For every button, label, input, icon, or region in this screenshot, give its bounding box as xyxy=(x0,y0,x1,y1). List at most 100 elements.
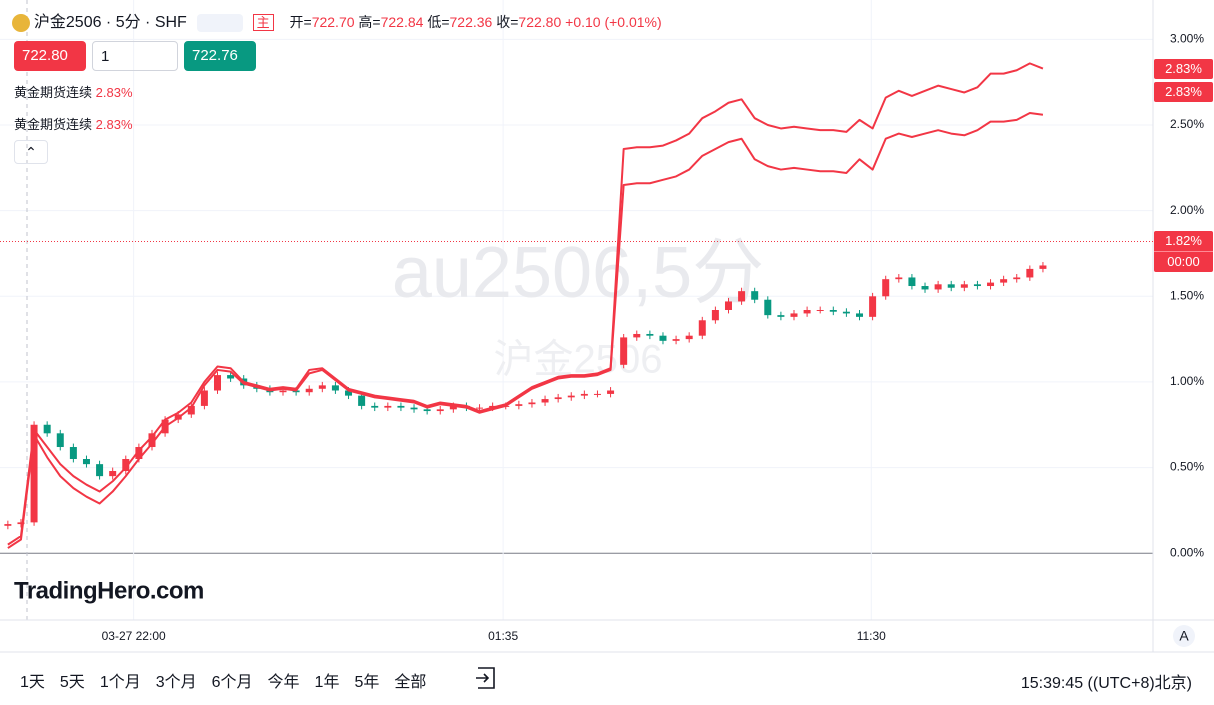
candle-body xyxy=(620,337,628,365)
y-tick-label: 0.50% xyxy=(1170,460,1204,474)
period-button[interactable]: 全部 xyxy=(394,674,427,691)
candle-body xyxy=(213,375,221,391)
clock: 15:39:45 ((UTC+8)北京) xyxy=(1020,675,1192,692)
collapse-button[interactable]: ⌃ xyxy=(14,140,48,164)
candle-body xyxy=(436,409,444,412)
candle-body xyxy=(698,320,706,336)
period-button[interactable]: 5年 xyxy=(354,674,380,691)
candle-body xyxy=(384,405,392,408)
candle-body xyxy=(554,397,562,400)
candle-body xyxy=(30,424,38,523)
period-button[interactable]: 1年 xyxy=(314,674,340,691)
candle-body xyxy=(148,433,156,448)
x-tick-label: 01:35 xyxy=(488,629,518,643)
candle-body xyxy=(960,284,968,288)
candle-body xyxy=(82,459,90,465)
candle-body xyxy=(685,335,693,340)
candle-body xyxy=(829,310,837,312)
candles xyxy=(4,262,1047,530)
price-tag-label: 1.82% xyxy=(1165,233,1202,248)
candle-body xyxy=(593,393,601,395)
buy-button[interactable]: 722.76 xyxy=(184,41,256,71)
legend-name: 黄金期货连续 xyxy=(14,85,93,100)
symbol-icon xyxy=(12,14,30,33)
logo: TradingHero.com xyxy=(14,577,204,604)
price-tag-label: 2.83% xyxy=(1165,61,1202,76)
ohlc-value: 722.84 xyxy=(380,14,424,30)
candle-body xyxy=(973,284,981,287)
candle-body xyxy=(738,291,746,302)
candle-body xyxy=(476,407,484,409)
candle-body xyxy=(200,390,208,406)
candle-body xyxy=(109,470,117,477)
watermark: au2506,5分 xyxy=(392,233,764,313)
replay-icon[interactable] xyxy=(476,667,495,689)
ohlc-label: 高= xyxy=(358,14,381,30)
period-button[interactable]: 6个月 xyxy=(211,674,253,691)
legend-row: 黄金期货连续 2.83% xyxy=(14,82,133,101)
badge: 主 xyxy=(252,14,274,31)
y-tick-label: 3.00% xyxy=(1170,32,1204,46)
ohlc-value: 722.70 xyxy=(311,14,355,30)
period-button[interactable]: 1天 xyxy=(20,674,45,691)
period-bar: 1天 5天 1个月 3个月 6个月 今年 1年 5年 全部 xyxy=(20,668,441,692)
candle-body xyxy=(187,405,195,415)
candle-body xyxy=(842,311,850,314)
candle-body xyxy=(567,395,575,398)
ohlc-value: 722.80 xyxy=(518,14,562,30)
period-button[interactable]: 5天 xyxy=(59,674,85,691)
ohlc-label: 开= xyxy=(289,14,312,30)
legend-value: 2.83% xyxy=(95,117,133,132)
candle-body xyxy=(4,524,12,526)
legend-name: 黄金期货连续 xyxy=(14,117,93,132)
candle-body xyxy=(69,447,77,460)
legend-row: 黄金期货连续 2.83% xyxy=(14,114,133,133)
candle-body xyxy=(17,522,25,525)
candle-body xyxy=(803,310,811,314)
auto-button[interactable] xyxy=(1173,625,1195,647)
candle-body xyxy=(305,388,313,393)
candle-body xyxy=(541,399,549,403)
candle-body xyxy=(528,402,536,405)
candle-body xyxy=(724,301,732,310)
candle-body xyxy=(646,333,654,336)
candle-body xyxy=(921,286,929,290)
ohlc-label: 低= xyxy=(427,14,450,30)
candle-body xyxy=(633,333,641,338)
price-tag: 1.82% 00:00 xyxy=(1154,231,1213,272)
y-tick-label: 2.50% xyxy=(1170,117,1204,131)
price-tag-countdown: 00:00 xyxy=(1154,251,1213,272)
candle-body xyxy=(580,393,588,396)
candle-body xyxy=(856,313,864,317)
auto-label[interactable]: A xyxy=(1179,628,1189,644)
legend-value: 2.83% xyxy=(95,85,133,100)
period-button[interactable]: 3个月 xyxy=(155,674,197,691)
candle-body xyxy=(1039,265,1047,269)
candle-body xyxy=(449,405,457,410)
candle-body xyxy=(227,375,235,379)
candle-body xyxy=(895,277,903,280)
candle-body xyxy=(908,277,916,287)
candle-body xyxy=(790,313,798,317)
candle-body xyxy=(777,315,785,317)
sell-button[interactable]: 722.80 xyxy=(14,41,86,71)
ohlc-value: 722.36 xyxy=(449,14,493,30)
grid xyxy=(0,0,1153,620)
symbol[interactable]: 沪金2506 · 5分 · SHF xyxy=(33,14,187,31)
header: 沪金2506 · 5分 · SHF 主 开=722.70 高=722.84 低=… xyxy=(12,8,662,33)
candle-body xyxy=(947,284,955,288)
qty-input[interactable]: 1 xyxy=(92,41,178,71)
period-button[interactable]: 今年 xyxy=(267,674,300,691)
candle-body xyxy=(358,395,366,406)
candle-body xyxy=(43,424,51,434)
y-tick-label: 1.00% xyxy=(1170,374,1204,388)
candle-body xyxy=(515,404,523,406)
period-button[interactable]: 1个月 xyxy=(99,674,141,691)
candle-body xyxy=(279,390,287,393)
comparison-line xyxy=(7,62,1044,546)
candle-body xyxy=(345,390,353,396)
candle-body xyxy=(423,409,431,412)
candle-body xyxy=(397,405,405,408)
